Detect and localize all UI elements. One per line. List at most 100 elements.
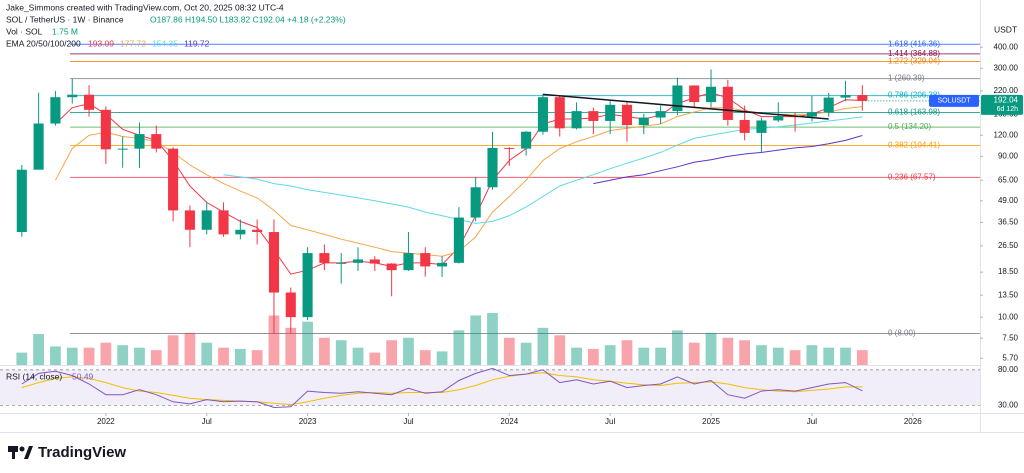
volume-bar	[251, 350, 263, 365]
volume-bar	[218, 347, 229, 365]
candle-body	[773, 116, 784, 121]
x-tick-label: 2024	[500, 417, 518, 426]
volume-bar	[134, 347, 145, 365]
volume-bar	[201, 342, 213, 365]
candle-body	[487, 147, 498, 188]
fib-label: 0.618 (163.98)	[888, 108, 940, 117]
volume-bar	[520, 342, 532, 365]
y-tick-label: 26.50	[998, 241, 1019, 250]
volume-bar	[487, 313, 498, 365]
rsi-tick-label: 30.00	[998, 400, 1019, 409]
volume-bar	[268, 315, 280, 365]
candle-body	[33, 123, 44, 170]
candle-body	[352, 259, 364, 263]
candle-body	[857, 95, 868, 101]
candle-body	[537, 97, 548, 132]
symbol: SOL / TetherUS · 1W · Binance	[6, 14, 124, 24]
volume-bar	[739, 340, 751, 365]
candle-body	[655, 111, 666, 118]
rsi-tick-label: 80.00	[998, 365, 1019, 374]
ema-label: EMA 20/50/100/200	[6, 38, 81, 48]
y-tick-label: 36.50	[998, 218, 1019, 227]
rsi-value: 50.49	[72, 371, 94, 381]
candle-body	[151, 134, 162, 149]
volume-bar	[150, 350, 162, 365]
volume-bar	[638, 347, 650, 365]
volume-bar	[806, 345, 818, 365]
countdown: 6d 12h	[997, 106, 1019, 113]
x-tick-label: 2023	[299, 417, 317, 426]
candle-body	[218, 210, 229, 235]
rsi-pane: 80.00 30.00 RSI (14, close) 50.49	[0, 365, 1019, 409]
volume-bar	[436, 351, 448, 365]
candle-body	[168, 148, 179, 211]
candle-body	[453, 217, 464, 263]
x-tick-label: Jul	[605, 417, 615, 426]
candle-body	[201, 210, 212, 230]
volume-bar	[772, 347, 784, 365]
volume	[16, 313, 868, 365]
candle-body	[806, 112, 817, 117]
fib-label: 0.382 (104.41)	[888, 141, 940, 150]
volume-bar	[621, 340, 633, 365]
candle-body	[336, 262, 347, 264]
candle-body	[672, 85, 683, 112]
volume-bar	[319, 337, 330, 365]
vol-value: 1.75 M	[52, 26, 78, 36]
volume-bar	[50, 346, 61, 365]
y-tick-label: 120.00	[994, 130, 1019, 139]
candle-body	[571, 111, 582, 129]
volume-bar	[789, 350, 801, 365]
volume-bar	[840, 347, 851, 365]
candle-body	[621, 104, 633, 126]
x-tick-label: Jul	[807, 417, 817, 426]
volume-bar	[167, 335, 179, 365]
fib-levels: 1.618 (416.36)1.414 (364.88)1.272 (329.0…	[70, 39, 980, 338]
volume-bar	[33, 334, 44, 365]
candle-body	[134, 134, 145, 149]
volume-bar	[554, 335, 566, 365]
candle-body	[605, 104, 616, 121]
x-tick-label: Jul	[202, 417, 212, 426]
candle-body	[521, 131, 532, 149]
volume-bar	[823, 347, 835, 365]
candle-body	[117, 148, 128, 150]
volume-bar	[604, 345, 616, 365]
volume-bar	[83, 347, 95, 365]
y-tick-label: 18.50	[998, 267, 1019, 276]
brand: TradingView	[38, 444, 126, 461]
volume-bar	[117, 345, 129, 365]
rsi-label: RSI (14, close)	[6, 371, 62, 381]
y-tick-label: 49.00	[998, 196, 1019, 205]
candle-body	[319, 253, 330, 263]
last-price: 192.04	[994, 96, 1019, 105]
y-tick-label: 300.00	[994, 63, 1019, 72]
symbol-tag: SOLUSDT	[937, 98, 971, 105]
volume-bar	[369, 352, 381, 365]
candle-body	[722, 86, 733, 120]
y-tick-label: 220.00	[994, 86, 1019, 95]
volume-bar	[16, 352, 28, 365]
candle-body	[840, 95, 851, 98]
ohlc: O187.86 H194.50 L183.82 C192.04 +4.18 (+…	[150, 14, 346, 24]
fib-label: 0.5 (134.20)	[888, 122, 931, 131]
candle-body	[235, 229, 246, 235]
candles	[16, 69, 868, 334]
ema-value: 193.09	[88, 38, 114, 48]
fib-label: 1.618 (416.36)	[888, 39, 940, 48]
candle-body	[823, 97, 834, 113]
x-tick-label: 2026	[904, 417, 922, 426]
candle-body	[588, 111, 599, 121]
ema-line	[223, 116, 863, 224]
volume-bar	[688, 342, 700, 365]
candle-body	[50, 97, 61, 124]
candle-body	[302, 253, 313, 318]
price-tag-axis	[981, 94, 1023, 115]
candle-body	[554, 97, 565, 129]
candle-body	[689, 85, 700, 103]
volume-bar	[587, 348, 599, 365]
y-tick-label: 7.50	[1002, 333, 1018, 342]
y-tick-label: 5.70	[1002, 353, 1018, 362]
candle-body	[386, 263, 397, 271]
